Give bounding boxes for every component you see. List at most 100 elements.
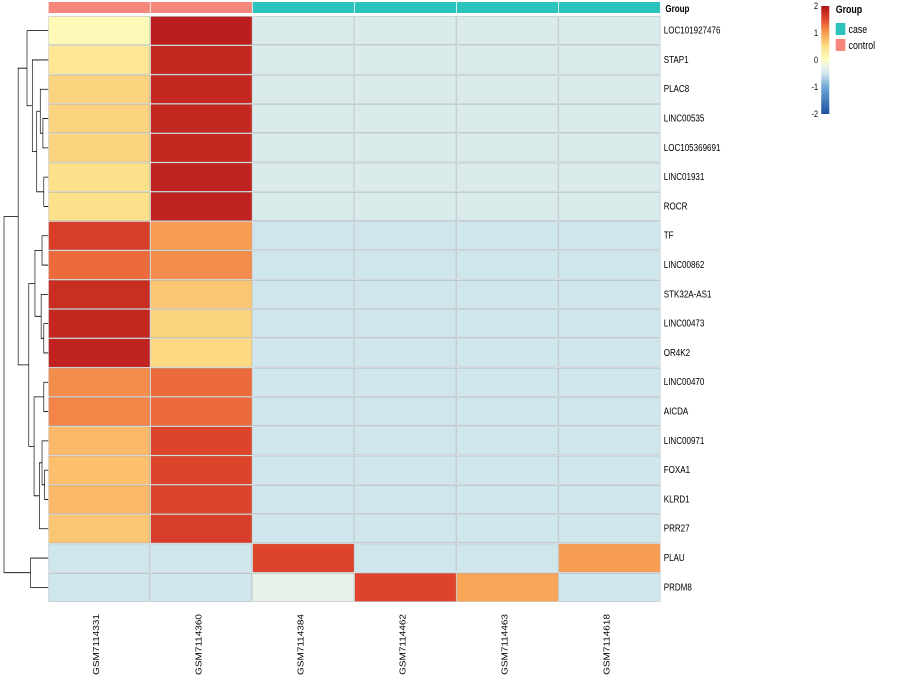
heatmap-cell	[457, 485, 558, 513]
column-group-bar: Group	[49, 2, 690, 14]
heatmap-cell	[355, 456, 456, 484]
heatmap-cell	[457, 456, 558, 484]
heatmap-cell	[253, 544, 354, 572]
col-label: GSM7114462	[398, 614, 407, 675]
heatmap-cell	[49, 515, 150, 543]
heatmap-cell	[49, 368, 150, 396]
heatmap-cell	[355, 17, 456, 45]
heatmap-cell	[49, 339, 150, 367]
heatmap-cell	[151, 544, 252, 572]
heatmap-cell	[355, 75, 456, 103]
row-label: PRR27	[664, 523, 690, 534]
legend-label: control	[849, 40, 876, 52]
colorbar-tick: 0	[814, 55, 818, 65]
heatmap-cell	[253, 339, 354, 367]
heatmap-cell	[253, 251, 354, 279]
legend-swatch	[836, 23, 846, 35]
heatmap-cell	[457, 251, 558, 279]
heatmap-cell	[253, 134, 354, 162]
heatmap-cell	[151, 17, 252, 45]
heatmap-cell	[49, 46, 150, 74]
heatmap-cell	[355, 104, 456, 132]
row-label: LOC101927476	[664, 25, 721, 36]
heatmap-cell	[253, 573, 354, 601]
heatmap-cell	[253, 46, 354, 74]
group-swatch	[49, 2, 150, 13]
col-label: GSM7114384	[296, 614, 305, 675]
heatmap-cell	[151, 397, 252, 425]
colorbar	[821, 6, 829, 114]
heatmap-cell	[49, 397, 150, 425]
heatmap-cell	[151, 485, 252, 513]
heatmap-cell	[355, 485, 456, 513]
heatmap-cell	[355, 397, 456, 425]
heatmap-cell	[49, 222, 150, 250]
heatmap-cell	[151, 339, 252, 367]
heatmap-cell	[559, 75, 660, 103]
heatmap-cell	[559, 46, 660, 74]
heatmap-cell	[49, 17, 150, 45]
heatmap-cell	[457, 427, 558, 455]
heatmap-cell	[559, 104, 660, 132]
heatmap-cell	[253, 222, 354, 250]
row-label: LINC00862	[664, 259, 705, 270]
row-label: LINC00535	[664, 113, 705, 124]
heatmap-cell	[151, 134, 252, 162]
heatmap-cell	[49, 163, 150, 191]
heatmap-cell	[355, 163, 456, 191]
heatmap-cell	[457, 192, 558, 220]
row-label: LINC00470	[664, 376, 705, 387]
heatmap-cell	[151, 104, 252, 132]
heatmap-cell	[355, 192, 456, 220]
heatmap-cell	[355, 515, 456, 543]
heatmap-cell	[253, 427, 354, 455]
heatmap-cell	[253, 104, 354, 132]
heatmap-cell	[49, 310, 150, 338]
row-label: FOXA1	[664, 464, 690, 475]
heatmap-cell	[253, 456, 354, 484]
heatmap-cell	[457, 163, 558, 191]
col-label: GSM7114360	[194, 614, 203, 675]
heatmap-cell	[355, 339, 456, 367]
heatmap-cell	[559, 134, 660, 162]
legend-swatch	[836, 39, 846, 51]
row-label: KLRD1	[664, 494, 690, 505]
heatmap-cell	[355, 222, 456, 250]
colorbar-tick: 2	[814, 1, 818, 11]
heatmap-svg: GroupLOC101927476STAP1PLAC8LINC00535LOC1…	[0, 0, 900, 700]
heatmap-cell	[559, 192, 660, 220]
row-label: OR4K2	[664, 347, 690, 358]
row-label: LINC00473	[664, 318, 705, 329]
heatmap-cell	[355, 427, 456, 455]
heatmap-cell	[49, 192, 150, 220]
heatmap-cell	[151, 280, 252, 308]
heatmap-cell	[355, 46, 456, 74]
heatmap-cell	[151, 46, 252, 74]
colorbar-tick: -2	[812, 109, 819, 119]
heatmap-cell	[559, 485, 660, 513]
group-swatch	[151, 2, 252, 13]
heatmap-cell	[559, 310, 660, 338]
row-label: ROCR	[664, 201, 688, 212]
heatmap-cell	[151, 310, 252, 338]
row-label: LINC01931	[664, 171, 705, 182]
heatmap-cell	[253, 397, 354, 425]
legend-label: case	[849, 24, 868, 36]
heatmap-cell	[559, 368, 660, 396]
heatmap-cell	[49, 544, 150, 572]
heatmap-cell	[457, 544, 558, 572]
heatmap-cell	[559, 544, 660, 572]
heatmap-figure: GroupLOC101927476STAP1PLAC8LINC00535LOC1…	[0, 0, 900, 700]
heatmap-cell	[457, 222, 558, 250]
heatmap-cell	[253, 310, 354, 338]
heatmap-cell	[49, 75, 150, 103]
heatmap-cell	[457, 310, 558, 338]
heatmap-cell	[457, 17, 558, 45]
col-label: GSM7114331	[92, 614, 101, 675]
heatmap-cell	[559, 163, 660, 191]
group-swatch	[355, 2, 456, 13]
heatmap-cell	[559, 456, 660, 484]
heatmap-cell	[355, 280, 456, 308]
heatmap-cell	[151, 515, 252, 543]
heatmap-cell	[457, 339, 558, 367]
